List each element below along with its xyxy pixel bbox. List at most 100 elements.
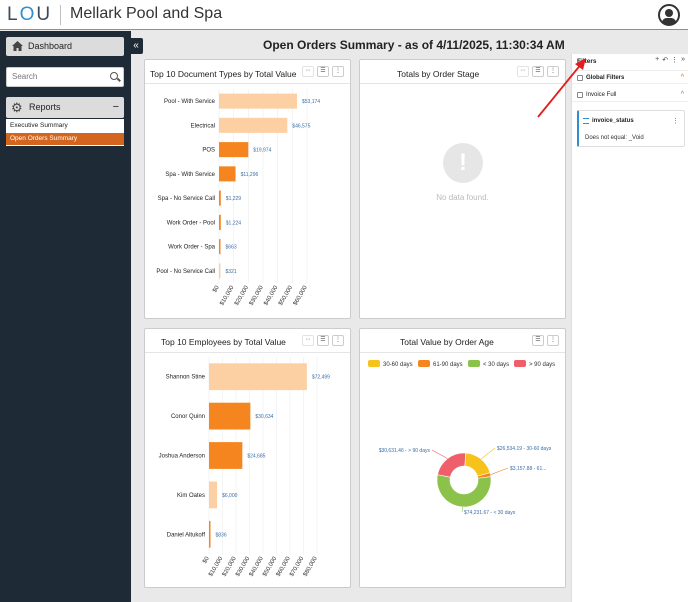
top-bar: LOU Mellark Pool and Spa: [0, 0, 688, 30]
slice-label: $74,231.67 - < 30 days: [464, 510, 516, 516]
panel-doc-types: Top 10 Document Types by Total Value ⇿ ☰…: [144, 59, 351, 319]
filter-list-icon: [583, 118, 589, 124]
value-label: $836: [216, 532, 227, 538]
pie-slice[interactable]: [464, 452, 491, 477]
category-label: Conor Quinn: [171, 414, 205, 420]
global-filters-row[interactable]: Global Filters ^: [572, 70, 688, 84]
report-open-orders-summary[interactable]: Open Orders Summary: [6, 133, 124, 145]
invoice-full-row[interactable]: Invoice Full ^: [572, 88, 688, 102]
value-label: $19,974: [253, 148, 271, 154]
bar[interactable]: [209, 402, 251, 430]
legend-label[interactable]: < 30 days: [483, 362, 509, 368]
filter-card-menu-icon[interactable]: ⋮: [672, 118, 679, 125]
panel-toolbar: ⇿ ☰ ⋮: [302, 66, 344, 77]
category-label: Pool - With Service: [164, 99, 216, 105]
dashboard-button[interactable]: Dashboard: [6, 37, 124, 56]
bar[interactable]: [209, 520, 211, 548]
employees-chart: $0$10,000$20,000$30,000$40,000$50,000$60…: [159, 357, 330, 578]
bar[interactable]: [219, 214, 221, 230]
logo-divider: [60, 5, 61, 25]
panel-title: Top 10 Employees by Total Value: [161, 337, 286, 347]
legend-swatch[interactable]: [368, 360, 380, 367]
expand-icon[interactable]: ⇿: [517, 66, 529, 77]
pie-slice[interactable]: [437, 452, 466, 478]
more-menu-icon[interactable]: ⋮: [547, 66, 559, 77]
legend-label[interactable]: 61-90 days: [433, 362, 463, 368]
value-label: $1,229: [226, 196, 242, 202]
value-label: $46,575: [292, 123, 310, 129]
reports-list: Executive Summary Open Orders Summary: [6, 119, 124, 146]
bar[interactable]: [209, 481, 218, 509]
no-data-state: ! No data found.: [360, 60, 565, 318]
category-label: Kim Oates: [177, 493, 205, 499]
reports-section-button[interactable]: ⚙ Reports −: [6, 97, 124, 118]
more-menu-icon[interactable]: ⋮: [547, 335, 559, 346]
filter-card[interactable]: invoice_status ⋮ Does not equal: _Void: [577, 110, 685, 147]
value-label: $321: [226, 269, 237, 275]
report-executive-summary[interactable]: Executive Summary: [10, 122, 68, 129]
legend-swatch[interactable]: [418, 360, 430, 367]
filter-icon[interactable]: ☰: [317, 335, 329, 346]
invoice-full-label: Invoice Full: [586, 92, 617, 98]
leader-line: [431, 449, 448, 459]
category-label: POS: [202, 148, 215, 154]
collapse-reports-icon[interactable]: −: [112, 101, 119, 113]
collapse-sidebar-button[interactable]: «: [129, 38, 143, 54]
bar[interactable]: [219, 142, 249, 158]
global-filters-label: Global Filters: [586, 75, 625, 81]
user-avatar-icon[interactable]: [658, 4, 680, 26]
warning-icon: !: [443, 143, 483, 183]
chevron-up-icon[interactable]: ^: [680, 74, 684, 81]
filter-icon[interactable]: ☰: [532, 66, 544, 77]
bar[interactable]: [219, 263, 221, 279]
filters-title: Filters: [577, 58, 597, 65]
expand-icon[interactable]: ⇿: [302, 335, 314, 346]
value-label: $53,174: [302, 99, 320, 105]
add-filter-icon[interactable]: +: [655, 56, 660, 63]
search-icon[interactable]: [110, 72, 118, 80]
panel-toolbar: ☰ ⋮: [532, 335, 559, 346]
legend-label[interactable]: 30-60 days: [383, 362, 413, 368]
collapse-filters-icon[interactable]: »: [681, 56, 685, 63]
value-label: $30,634: [255, 414, 273, 420]
panel-title: Top 10 Document Types by Total Value: [150, 69, 297, 79]
more-menu-icon[interactable]: ⋮: [671, 57, 679, 64]
value-label: $6,000: [222, 493, 238, 499]
more-menu-icon[interactable]: ⋮: [332, 335, 344, 346]
table-icon: [577, 92, 583, 98]
bar[interactable]: [219, 239, 221, 255]
legend-swatch[interactable]: [468, 360, 480, 367]
category-label: Shannon Stine: [166, 375, 206, 381]
panel-employees: Top 10 Employees by Total Value ⇿ ☰ ⋮ $0…: [144, 328, 351, 588]
app-title: Mellark Pool and Spa: [70, 5, 223, 22]
expand-icon[interactable]: ⇿: [302, 66, 314, 77]
app-logo[interactable]: LOU: [7, 4, 53, 25]
pie-slice[interactable]: [436, 474, 492, 508]
value-label: $663: [226, 245, 237, 251]
search-input[interactable]: Search: [6, 67, 124, 87]
category-label: Work Order - Spa: [168, 245, 216, 251]
chevron-up-icon[interactable]: ^: [680, 91, 684, 98]
filters-panel: Filters + ↶ ⋮ » Global Filters ^ Invoice…: [571, 54, 688, 602]
bar[interactable]: [219, 93, 297, 109]
legend-label[interactable]: > 90 days: [529, 362, 555, 368]
bar[interactable]: [219, 117, 288, 133]
x-tick-label: $80,000: [303, 555, 319, 577]
legend-swatch[interactable]: [514, 360, 526, 367]
category-label: Daniel Altukoff: [167, 532, 206, 538]
more-menu-icon[interactable]: ⋮: [332, 66, 344, 77]
undo-icon[interactable]: ↶: [662, 57, 669, 64]
filter-icon[interactable]: ☰: [317, 66, 329, 77]
doc-types-chart: $0$10,000$20,000$30,000$40,000$50,000$60…: [156, 89, 320, 307]
bar[interactable]: [209, 442, 243, 469]
globe-icon: [577, 75, 583, 81]
x-tick-label: $60,000: [293, 284, 309, 306]
bar[interactable]: [219, 166, 236, 182]
panel-order-age: Total Value by Order Age ☰ ⋮ 30-60 days 6…: [359, 328, 566, 588]
x-tick-label: $0: [212, 284, 221, 293]
reports-label: Reports: [29, 102, 61, 112]
bar[interactable]: [209, 363, 307, 391]
panel-title: Total Value by Order Age: [400, 337, 494, 347]
filter-icon[interactable]: ☰: [532, 335, 544, 346]
bar[interactable]: [219, 190, 221, 206]
